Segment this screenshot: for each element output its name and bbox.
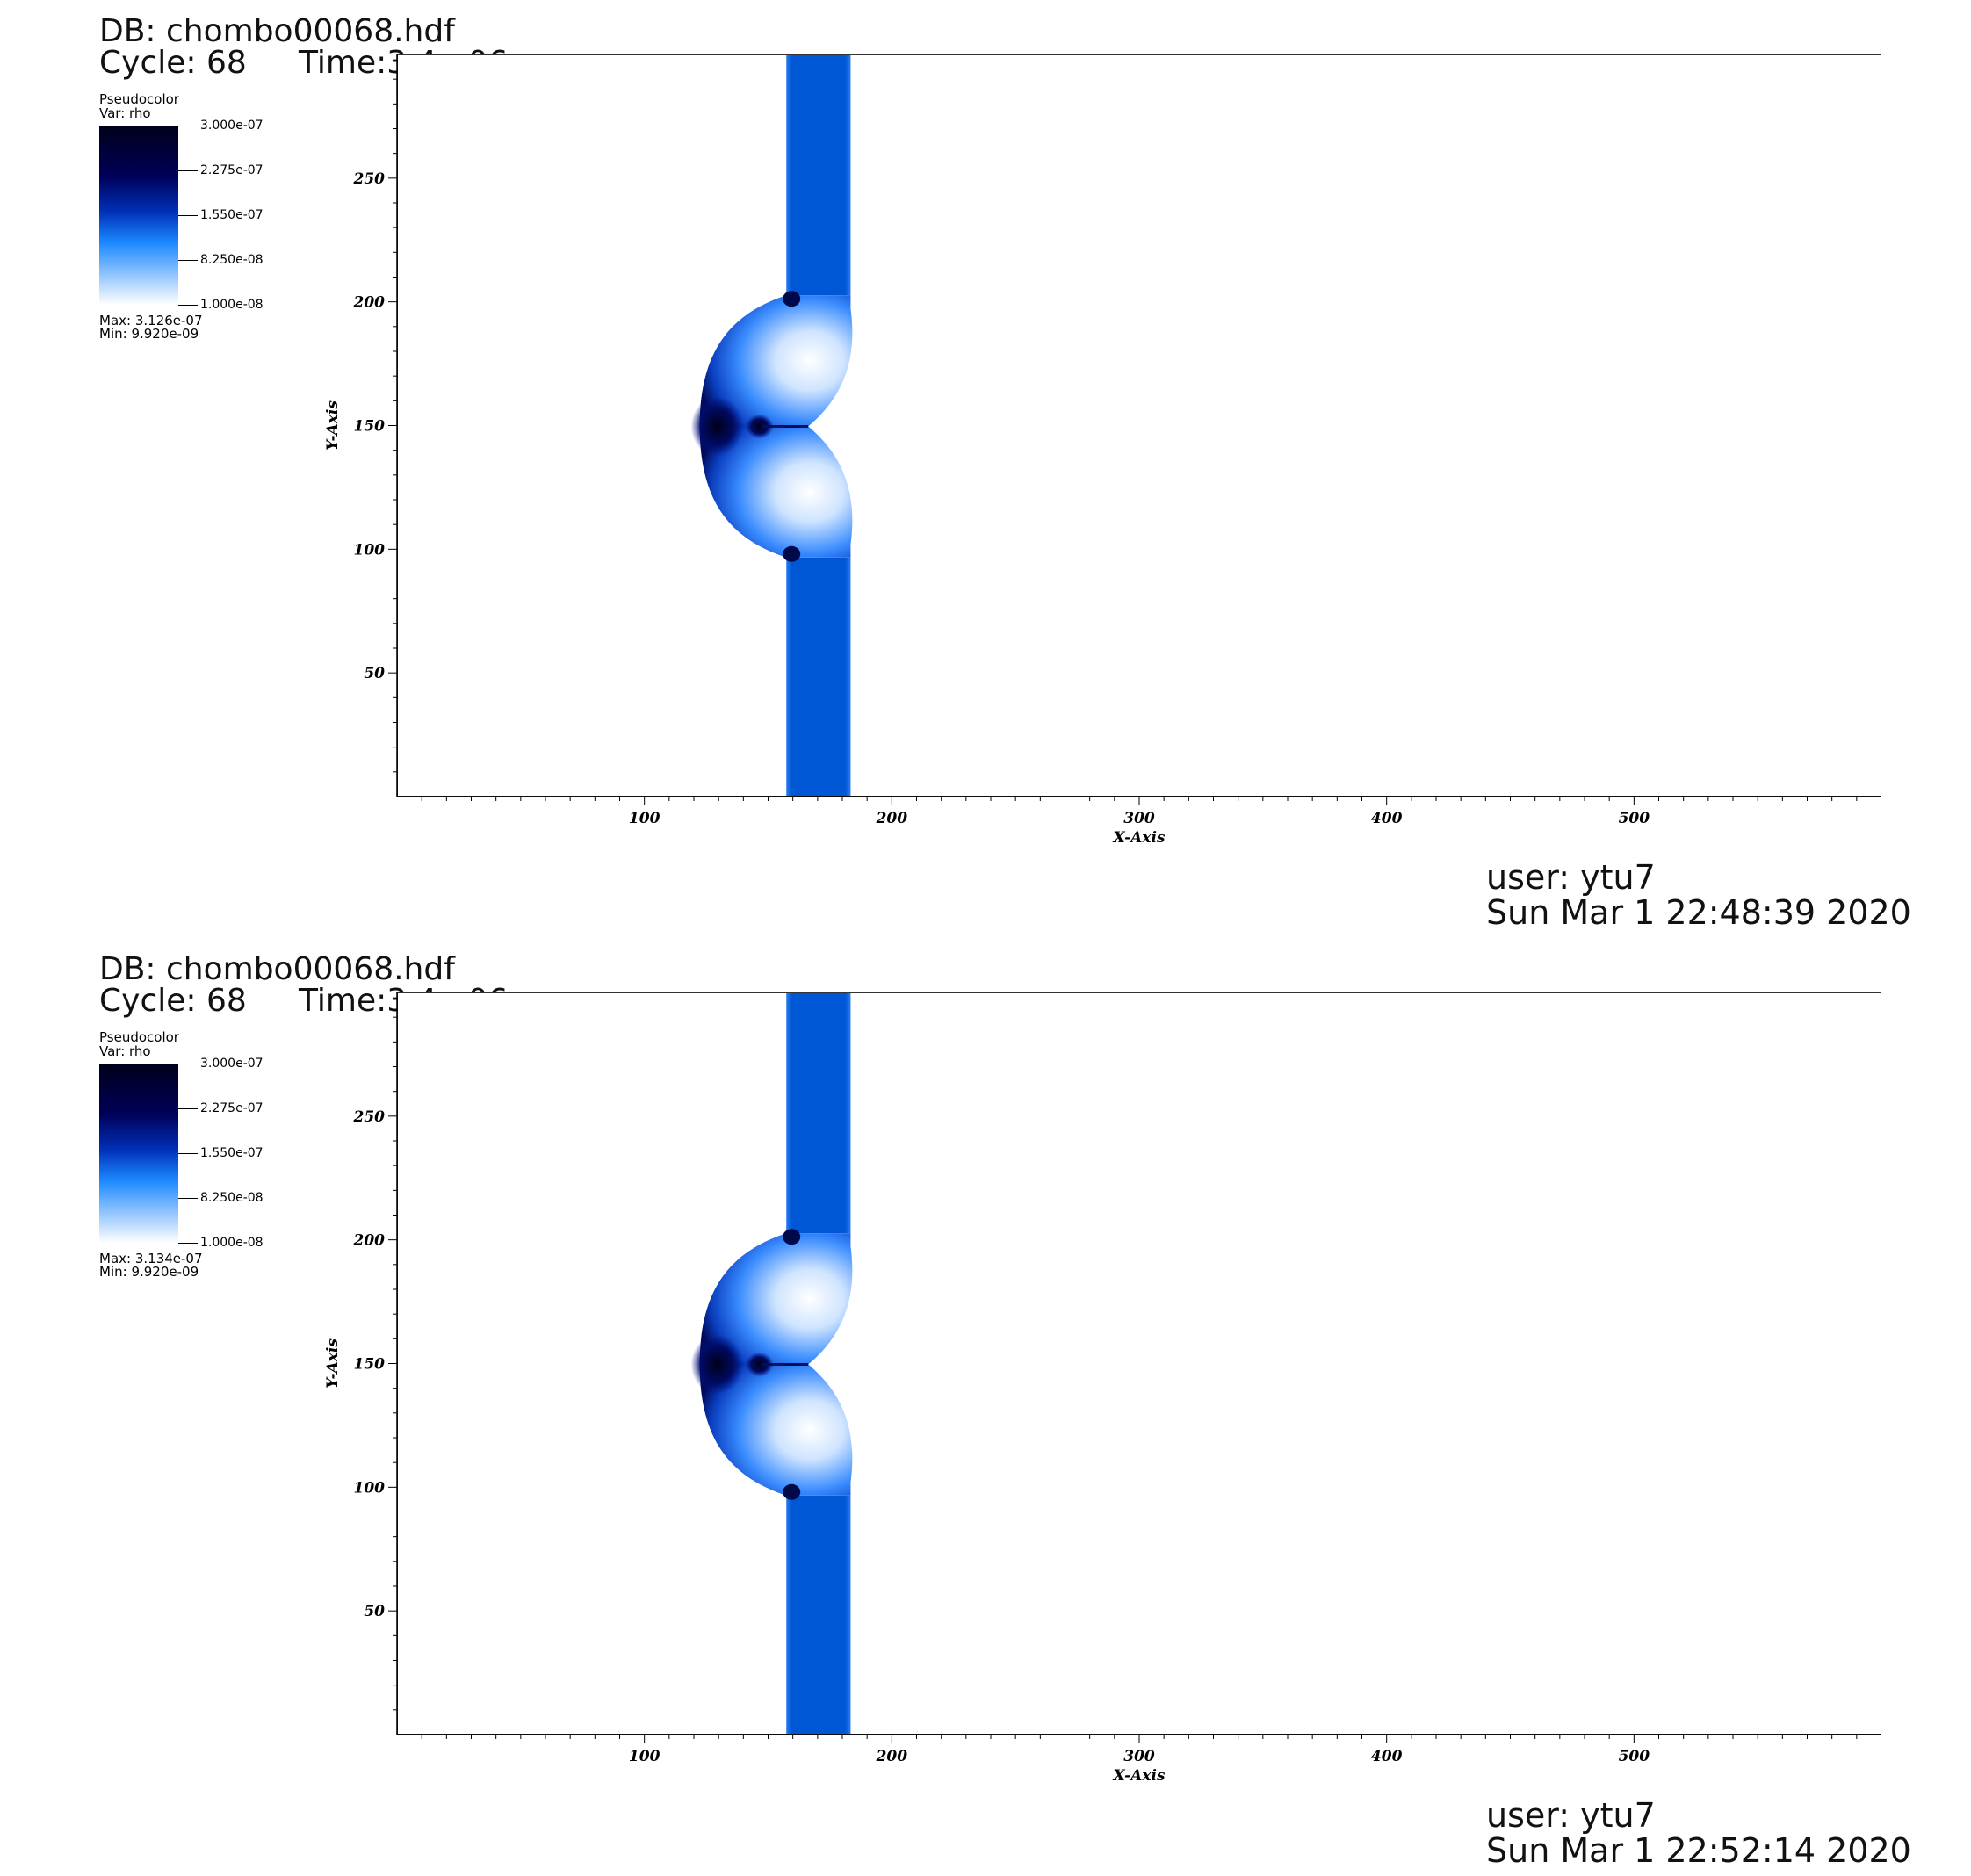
dense-knot — [745, 414, 774, 439]
plot-area[interactable] — [397, 992, 1881, 1735]
density-field — [690, 55, 853, 796]
channel-lower — [786, 1495, 851, 1734]
upper-lobe — [699, 1233, 853, 1365]
dense-core — [690, 396, 744, 457]
upper-knot — [783, 291, 801, 307]
plot-axes: 100 200 300 400 500 50 100 150 200 250 X-Axis Y-Axi… — [324, 992, 1881, 1785]
y-tick-label: 100 — [354, 541, 386, 559]
user-label: user: ytu7 — [1486, 858, 1656, 897]
y-tick-label: 50 — [364, 1603, 385, 1620]
cycle-label: Cycle: 68 — [99, 983, 247, 1019]
y-tick-label: 50 — [364, 665, 385, 682]
colorbar-tick — [178, 170, 198, 171]
x-tick-label: 300 — [1123, 1748, 1155, 1765]
channel-lower — [786, 557, 851, 796]
colorbar-tick-label: 1.000e-08 — [200, 298, 264, 312]
user-label: user: ytu7 — [1486, 1796, 1656, 1835]
colorbar-tick-label: 1.550e-07 — [200, 1146, 264, 1160]
lower-knot — [783, 545, 801, 562]
x-tick-label: 300 — [1123, 810, 1155, 827]
x-tick-label: 200 — [876, 810, 908, 827]
legend-min: Min: 9.920e-09 — [99, 1264, 199, 1280]
dense-core — [690, 1334, 744, 1395]
plot-axes: 100 200 300 400 500 50 100 150 200 250 X-Axis Y-Axi… — [324, 54, 1881, 847]
colorbar-tick-label: 2.275e-07 — [200, 1101, 264, 1115]
legend-title: Pseudocolor — [99, 91, 179, 107]
colorbar-tick — [178, 1243, 198, 1244]
colorbar-tick-label: 3.000e-07 — [200, 1057, 264, 1071]
legend-variable: Var: rho — [99, 1043, 151, 1059]
lower-lobe — [699, 426, 853, 558]
dense-knot — [745, 1352, 774, 1377]
colorbar-tick-label: 3.000e-07 — [200, 119, 264, 133]
colorbar-tick-label: 1.550e-07 — [200, 208, 264, 222]
legend-max: Max: 3.126e-07 — [99, 313, 203, 328]
date-label: Sun Mar 1 22:52:14 2020 — [1486, 1831, 1911, 1870]
colorbar — [99, 126, 178, 305]
upper-lobe — [699, 295, 853, 427]
x-axis-title: X-Axis — [1113, 829, 1166, 847]
density-field — [690, 993, 853, 1734]
x-tick-label: 100 — [629, 1748, 661, 1765]
y-tick-label: 150 — [354, 1356, 386, 1374]
x-tick-label: 400 — [1371, 1748, 1403, 1765]
legend-variable: Var: rho — [99, 105, 151, 121]
y-tick-label: 200 — [353, 294, 386, 312]
colorbar-tick-label: 8.250e-08 — [200, 1191, 264, 1205]
upper-knot — [783, 1229, 801, 1245]
legend-min: Min: 9.920e-09 — [99, 326, 199, 342]
colorbar-tick — [178, 1153, 198, 1154]
y-axis-title: Y-Axis — [324, 1338, 342, 1389]
plot-area[interactable] — [397, 54, 1881, 797]
x-tick-label: 400 — [1371, 810, 1403, 827]
cycle-label: Cycle: 68 — [99, 45, 247, 81]
y-tick-label: 150 — [354, 418, 386, 436]
y-tick-label: 250 — [353, 170, 386, 188]
x-tick-label: 200 — [876, 1748, 908, 1765]
x-axis-title: X-Axis — [1113, 1767, 1166, 1785]
channel-upper — [786, 993, 851, 1234]
lower-knot — [783, 1483, 801, 1500]
legend-title: Pseudocolor — [99, 1029, 179, 1045]
channel-upper — [786, 55, 851, 296]
colorbar-tick — [178, 1198, 198, 1199]
colorbar-tick — [178, 260, 198, 261]
colorbar-tick — [178, 305, 198, 306]
colorbar-tick-label: 2.275e-07 — [200, 163, 264, 177]
colorbar-tick-label: 8.250e-08 — [200, 253, 264, 267]
x-tick-label: 100 — [629, 810, 661, 827]
database-label: DB: chombo00068.hdf — [99, 13, 455, 49]
date-label: Sun Mar 1 22:48:39 2020 — [1486, 893, 1911, 932]
y-tick-label: 200 — [353, 1232, 386, 1250]
colorbar-tick — [178, 215, 198, 216]
visit-window-1: DB: chombo00068.hdf Cycle: 68 Time:3.4e-… — [99, 13, 1911, 932]
y-axis-title: Y-Axis — [324, 400, 342, 451]
database-label: DB: chombo00068.hdf — [99, 951, 455, 987]
colorbar — [99, 1064, 178, 1243]
visit-window-2: DB: chombo00068.hdf Cycle: 68 Time:3.4e-… — [0, 938, 1971, 1876]
x-tick-label: 500 — [1619, 810, 1650, 827]
x-tick-label: 500 — [1619, 1748, 1650, 1765]
y-tick-label: 100 — [354, 1479, 386, 1497]
colorbar-tick — [178, 1108, 198, 1109]
legend-max: Max: 3.134e-07 — [99, 1251, 203, 1266]
colorbar-tick-label: 1.000e-08 — [200, 1236, 264, 1250]
lower-lobe — [699, 1364, 853, 1496]
y-tick-label: 250 — [353, 1108, 386, 1126]
